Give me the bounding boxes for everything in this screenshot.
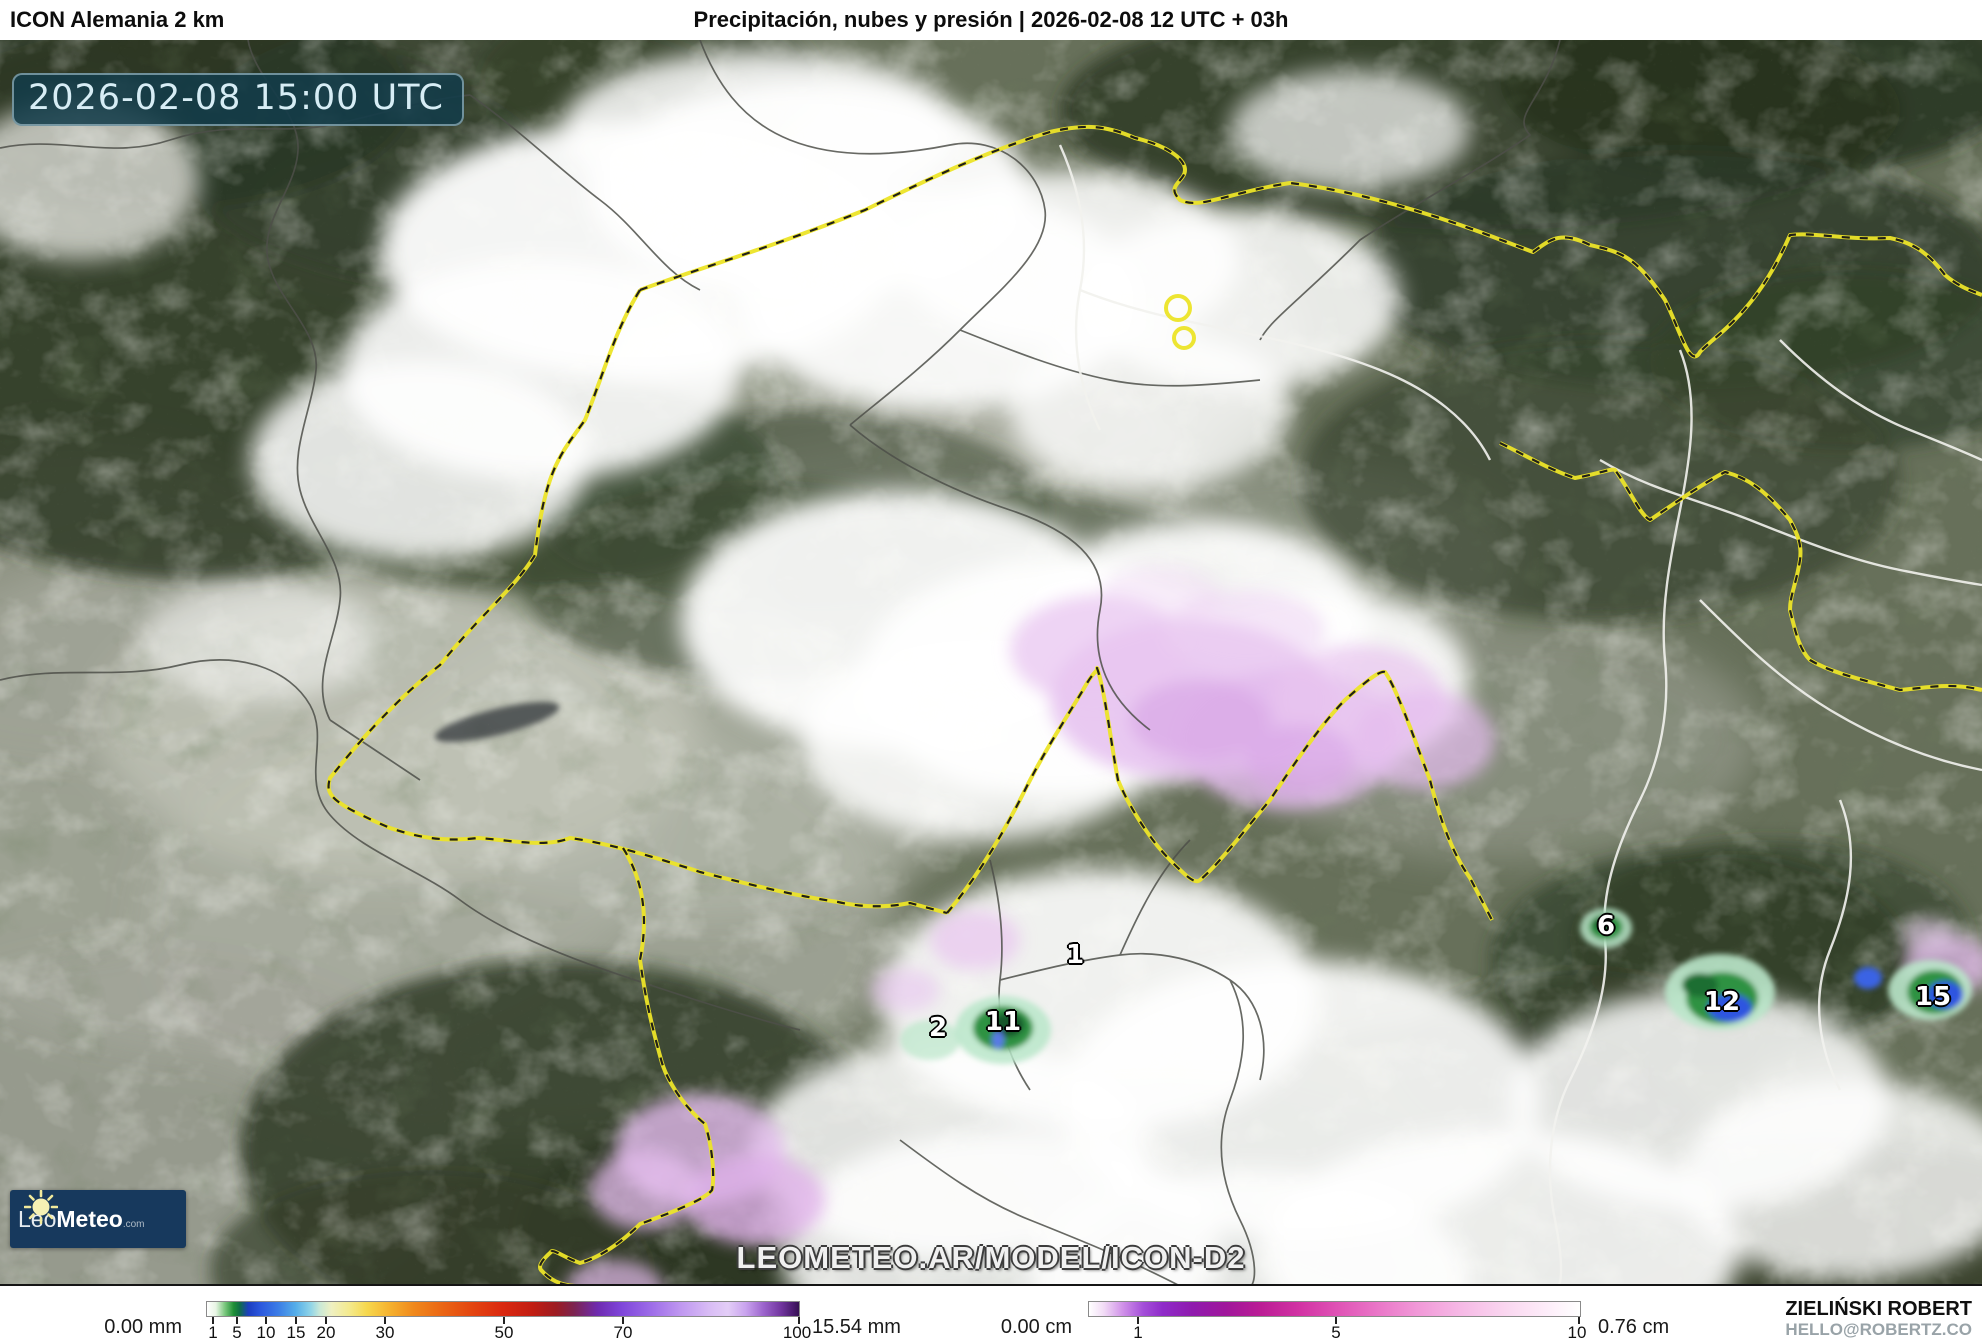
precip-tick [295, 1317, 297, 1324]
timestamp-badge: 2026-02-08 15:00 UTC [12, 73, 464, 126]
precip-tick-label: 1 [208, 1323, 218, 1342]
precip-tick [236, 1317, 238, 1324]
precip-tick [503, 1317, 505, 1324]
precip-scale-max: 15.54 mm [812, 1316, 901, 1338]
precip-value-label: 12 [1703, 987, 1741, 1017]
logo-meteo: Meteo [56, 1205, 123, 1232]
snow-tick-label: 10 [1567, 1323, 1587, 1342]
pixel-grain [0, 40, 1982, 1284]
snow-scale-min: 0.00 cm [1000, 1316, 1072, 1338]
sun-icon [24, 1190, 58, 1224]
precip-tick-label: 20 [316, 1323, 336, 1342]
legend-bar: 0.00 mm 1 5 10 15 20 30 50 70 100 15.54 … [0, 1286, 1982, 1342]
chart-title: Precipitación, nubes y presión | 2026-02… [693, 7, 1289, 32]
snow-tick [1578, 1317, 1580, 1324]
watermark-text: LEOMETEO.AR/MODEL/ICON-D2 [736, 1240, 1246, 1275]
logo-suffix: .com [122, 1218, 145, 1230]
precip-value-label: 2 [928, 1013, 948, 1043]
precip-tick-label: 15 [286, 1323, 306, 1342]
leometeo-logo: LeoMeteo.com [10, 1190, 186, 1248]
precip-colorbar [206, 1301, 800, 1317]
precip-tick [384, 1317, 386, 1324]
snow-tick-label: 1 [1133, 1323, 1143, 1342]
precip-value-label: 11 [984, 1007, 1022, 1037]
precip-tick-label: 50 [494, 1323, 514, 1342]
precip-value-label: 6 [1596, 911, 1616, 941]
snow-colorbar [1088, 1301, 1581, 1317]
snow-tick [1335, 1317, 1337, 1324]
precip-value-label: 15 [1914, 982, 1952, 1012]
precip-tick-label: 100 [782, 1323, 812, 1342]
precip-tick [622, 1317, 624, 1324]
weather-map: 2026-02-08 15:00 UTC 1 2 11 6 12 15 LEOM… [0, 40, 1982, 1286]
snow-scale-max: 0.76 cm [1598, 1316, 1670, 1338]
snow-tick-label: 5 [1331, 1323, 1341, 1342]
precip-value-label: 1 [1065, 940, 1085, 970]
credit-email: HELLO@ROBERTZ.CO [1785, 1320, 1972, 1339]
precip-scale-min: 0.00 mm [104, 1316, 182, 1338]
precip-tick [325, 1317, 327, 1324]
precip-tick-label: 10 [256, 1323, 276, 1342]
precip-tick-label: 30 [375, 1323, 395, 1342]
precip-tick-label: 70 [613, 1323, 633, 1342]
credit-name: ZIELIŃSKI ROBERT [1785, 1298, 1972, 1320]
header-bar: ICON Alemania 2 km Precipitación, nubes … [0, 0, 1982, 40]
satellite-composite-layer [0, 40, 1982, 1284]
precip-tick-label: 5 [232, 1323, 242, 1342]
precip-tick [212, 1317, 214, 1324]
snow-tick [1137, 1317, 1139, 1324]
precip-tick [798, 1317, 800, 1324]
model-title: ICON Alemania 2 km [10, 7, 225, 32]
precip-tick [265, 1317, 267, 1324]
